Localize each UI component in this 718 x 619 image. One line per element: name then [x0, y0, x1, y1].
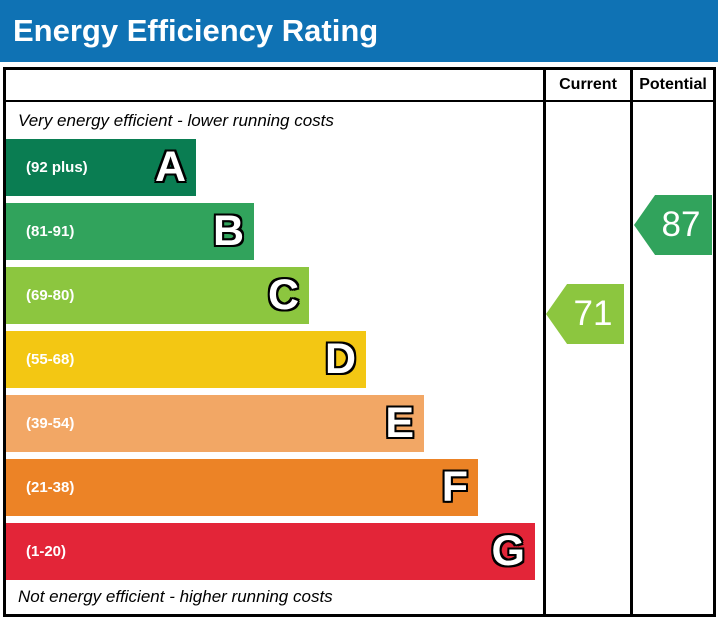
band-range-label: (39-54)	[26, 415, 75, 432]
potential-rating-value: 87	[661, 205, 701, 244]
band-letter: F	[441, 463, 468, 511]
band-letter: A	[154, 143, 186, 191]
page-title: Energy Efficiency Rating	[13, 13, 379, 48]
band-range-label: (92 plus)	[26, 159, 88, 176]
band-bar-b: (81-91) B	[6, 203, 254, 260]
column-header-potential: Potential	[639, 76, 707, 93]
band-letter: D	[324, 335, 356, 383]
current-rating-arrow: 71	[546, 284, 624, 344]
rating-table: Current Potential Very energy efficient …	[3, 67, 716, 617]
top-note: Very energy efficient - lower running co…	[18, 110, 334, 130]
band-letter: G	[491, 527, 525, 575]
potential-rating-arrow: 87	[634, 195, 712, 255]
band-bar-g: (1-20) G	[6, 523, 535, 580]
column-divider-current	[543, 70, 546, 614]
band-letter: C	[267, 271, 299, 319]
band-letter: E	[385, 399, 414, 447]
band-range-label: (1-20)	[26, 543, 67, 560]
band-bar-e: (39-54) E	[6, 395, 424, 452]
band-range-label: (55-68)	[26, 351, 75, 368]
column-header-current: Current	[559, 76, 617, 93]
bottom-note: Not energy efficient - higher running co…	[18, 587, 333, 606]
band-range-label: (21-38)	[26, 479, 75, 496]
band-bar-d: (55-68) D	[6, 331, 366, 388]
band-bar-a: (92 plus) A	[6, 139, 196, 196]
column-divider-potential	[630, 70, 633, 614]
band-bar-c: (69-80) C	[6, 267, 309, 324]
current-rating-value: 71	[573, 294, 613, 333]
title-bar: Energy Efficiency Rating	[0, 0, 718, 62]
band-range-label: (81-91)	[26, 223, 75, 240]
band-bar-f: (21-38) F	[6, 459, 478, 516]
header-divider	[6, 100, 713, 102]
band-letter: B	[212, 207, 244, 255]
band-range-label: (69-80)	[26, 287, 75, 304]
